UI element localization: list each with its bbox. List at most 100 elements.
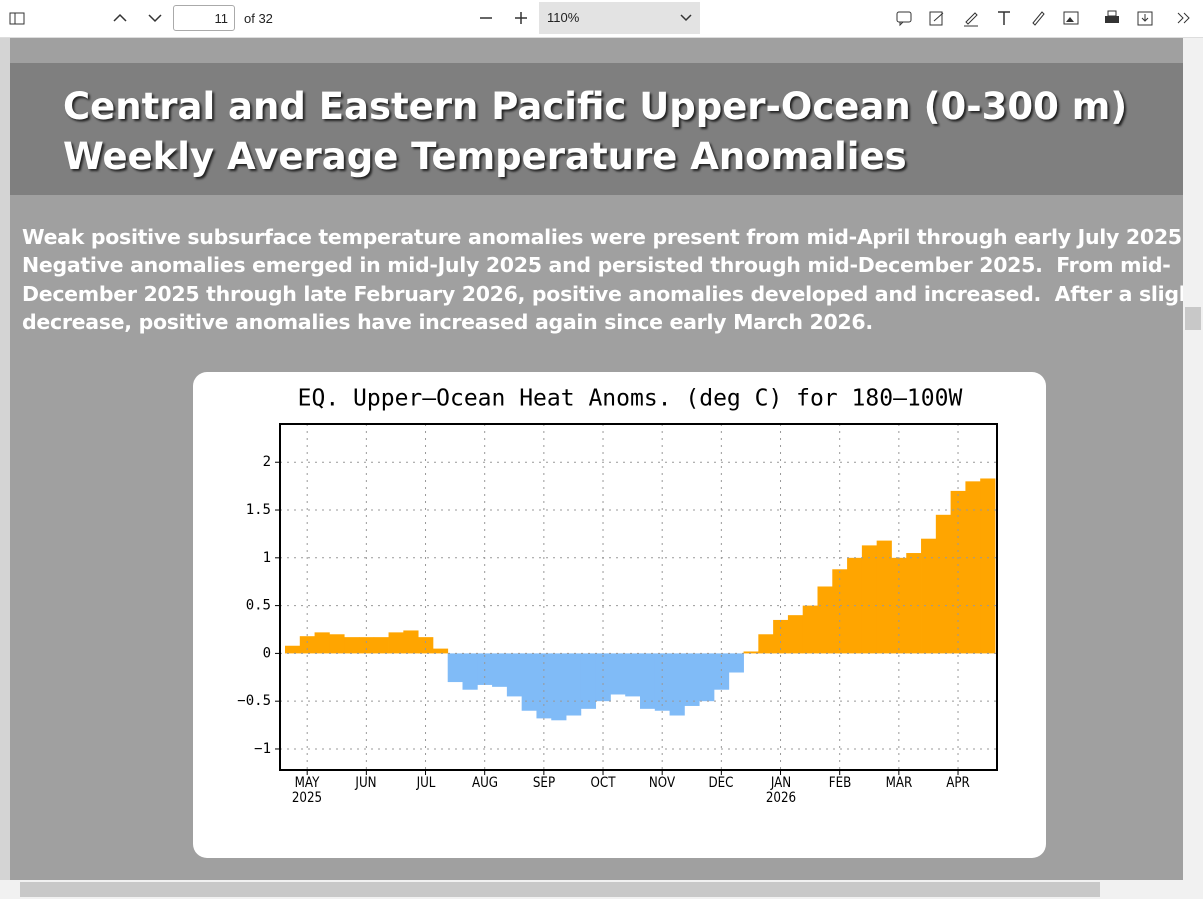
area-slice [403, 630, 419, 654]
area-slice [610, 653, 626, 695]
page-count: of 32 [244, 11, 273, 26]
area-slice [299, 636, 315, 654]
chart: EQ. Upper—Ocean Heat Anoms. (deg C) for … [237, 386, 998, 775]
zoom-out[interactable] [477, 9, 495, 27]
area-slice [551, 653, 567, 721]
x-tick-label: DEC [708, 775, 734, 791]
x-tick-label: MAR [885, 775, 913, 791]
vertical-scrollbar[interactable] [1183, 38, 1203, 880]
area-slice [432, 648, 449, 654]
area-slice [580, 653, 597, 709]
area-slice [935, 514, 952, 654]
y-tick-label: 2 [263, 454, 271, 470]
area-slice [684, 653, 700, 706]
area-slice [773, 619, 789, 654]
slide-text: Weak positive subsurface temperature ano… [22, 225, 1183, 249]
area-slice [536, 653, 552, 719]
area-slice [640, 653, 656, 709]
sign[interactable] [928, 9, 946, 27]
area-slice [566, 653, 582, 716]
chart-card: EQ. Upper—Ocean Heat Anoms. (deg C) for … [193, 372, 1046, 858]
area-slice [447, 653, 463, 683]
plot-frame [279, 423, 998, 771]
area-slice [344, 637, 360, 654]
slide-title: Central and Eastern Pacific Upper-Ocean … [63, 85, 1128, 128]
slide-text: December 2025 through late February 2026… [22, 282, 1183, 306]
area-slice [743, 651, 759, 654]
more[interactable] [1175, 9, 1193, 27]
area-slice [329, 634, 345, 654]
horizontal-scrollbar[interactable] [0, 880, 1203, 899]
scroll-thumb[interactable] [20, 882, 1100, 897]
area-slice [521, 653, 537, 711]
slide-text: decrease, positive anomalies have increa… [22, 310, 873, 334]
y-tick-label: 0.5 [246, 598, 271, 614]
x-tick-label: JAN 2026 [765, 775, 796, 806]
area-slice [802, 605, 818, 654]
image[interactable] [1062, 9, 1080, 27]
sidebar-toggle[interactable] [8, 9, 26, 27]
area-slice [314, 632, 330, 654]
zoom-in[interactable] [512, 9, 530, 27]
area-slice [492, 653, 508, 687]
scroll-thumb[interactable] [1185, 307, 1201, 330]
area-slice [861, 545, 878, 654]
area-slice [728, 653, 744, 673]
area-slice [506, 653, 523, 697]
area-slice [358, 637, 375, 654]
y-tick-label: 1 [263, 550, 271, 566]
slide-title: Weekly Average Temperature Anomalies [63, 135, 907, 178]
area-slice [285, 645, 301, 654]
zoom-select[interactable]: 110% [539, 2, 700, 34]
area-slice [980, 478, 996, 654]
x-tick-label: JUL [416, 775, 435, 791]
x-tick-label: JUN [355, 775, 377, 791]
area-slice [876, 540, 892, 654]
x-tick-label: APR [946, 775, 970, 791]
area-slice [713, 653, 730, 690]
x-tick-label: NOV [649, 775, 676, 791]
area-slice [965, 481, 981, 654]
comment[interactable] [895, 9, 913, 27]
highlight[interactable] [962, 9, 980, 27]
save[interactable] [1136, 9, 1154, 27]
page-input[interactable]: 11 [173, 5, 235, 31]
y-tick-label: 1.5 [246, 502, 271, 518]
area-slice [891, 557, 907, 654]
area-slice [832, 569, 848, 654]
x-tick-label: MAY 2025 [292, 775, 323, 806]
area-slice [699, 653, 715, 702]
x-tick-label: OCT [590, 775, 616, 791]
area-slice [817, 586, 833, 654]
area-slice [462, 653, 478, 690]
area-slice [418, 637, 434, 654]
area-slice [787, 615, 804, 654]
x-tick-label: SEP [532, 775, 555, 791]
x-tick-label: AUG [471, 775, 498, 791]
area-slice [654, 653, 670, 711]
dropdown-arrow [680, 14, 692, 22]
y-tick-label: −0.5 [237, 693, 271, 709]
zoom-value: 110% [547, 10, 580, 25]
area-slice [669, 653, 685, 716]
text-tool[interactable] [995, 9, 1013, 27]
next-page[interactable] [146, 9, 164, 27]
title-band: Central and Eastern Pacific Upper-Ocean … [10, 63, 1183, 195]
slide-text: Negative anomalies emerged in mid-July 2… [22, 253, 1171, 277]
y-tick-label: −1 [254, 741, 271, 757]
area-slice [388, 632, 404, 654]
toolbar: 11 of 32 110% [0, 0, 1203, 38]
x-tick-label: FEB [828, 775, 851, 791]
area-slice [625, 653, 641, 697]
print[interactable] [1103, 9, 1121, 27]
area-slice [373, 637, 389, 654]
prev-page[interactable] [111, 9, 129, 27]
chart-title: EQ. Upper—Ocean Heat Anoms. (deg C) for … [298, 386, 963, 412]
draw[interactable] [1029, 9, 1047, 27]
area-slice [758, 634, 774, 654]
area-slice [906, 553, 922, 654]
area-slice [921, 538, 937, 654]
y-tick-label: 0 [263, 645, 271, 661]
slide: Central and Eastern Pacific Upper-Ocean … [10, 38, 1183, 880]
